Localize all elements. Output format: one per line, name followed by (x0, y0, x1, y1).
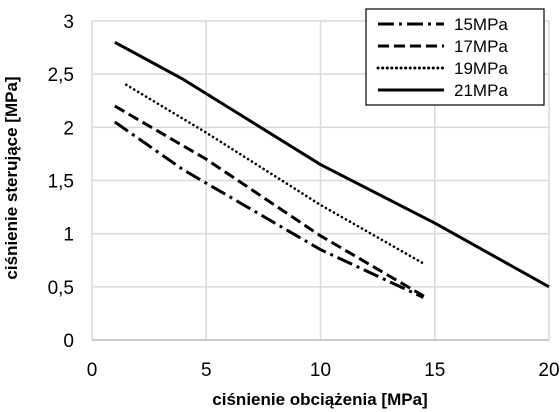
legend-label: 17MPa (454, 37, 508, 56)
x-tick-label: 5 (201, 360, 212, 381)
legend: 15MPa 17MPa 19MPa 21MPa (365, 8, 545, 106)
y-tick-label: 0,5 (48, 278, 74, 299)
series-line-15MPa (113, 120, 424, 299)
y-tick-label: 1,5 (48, 172, 74, 193)
y-tick-label: 3 (63, 12, 74, 33)
legend-label: 19MPa (454, 59, 508, 78)
series-line-19MPa (124, 83, 425, 265)
y-tick-label: 1 (63, 225, 74, 246)
series-line-17MPa (114, 104, 429, 300)
y-tick-label: 2,5 (48, 65, 74, 86)
legend-label: 21MPa (454, 81, 508, 100)
series-line-21MPa (114, 40, 550, 289)
y-axis-title: ciśnienie sterujące [MPa] (2, 76, 21, 279)
legend-label: 15MPa (454, 15, 508, 34)
x-tick-label: 0 (87, 360, 98, 381)
x-axis-title: ciśnienie obciążenia [MPa] (212, 390, 427, 409)
x-tick-label: 15 (424, 360, 445, 381)
x-tick-label: 20 (538, 360, 559, 381)
x-tick-label: 10 (310, 360, 331, 381)
y-tick-label: 2 (63, 118, 74, 139)
y-tick-label: 0 (63, 331, 74, 352)
